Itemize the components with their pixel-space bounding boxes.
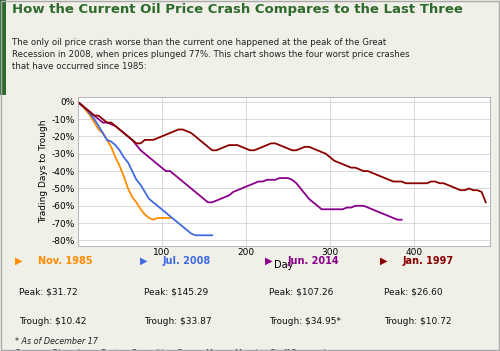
Text: The only oil price crash worse than the current one happened at the peak of the : The only oil price crash worse than the … [12, 38, 410, 71]
Text: ▶: ▶ [380, 256, 388, 266]
Text: Nov. 1985: Nov. 1985 [38, 256, 92, 266]
Text: Trough: $10.42: Trough: $10.42 [19, 317, 86, 326]
Text: How the Current Oil Price Crash Compares to the Last Three: How the Current Oil Price Crash Compares… [12, 3, 464, 16]
Text: * As of December 17: * As of December 17 [15, 337, 98, 346]
Text: Trough: $33.87: Trough: $33.87 [144, 317, 212, 326]
Text: Peak: $31.72: Peak: $31.72 [19, 288, 78, 297]
Text: Peak: $26.60: Peak: $26.60 [384, 288, 442, 297]
Text: ▶: ▶ [140, 256, 147, 266]
Text: Jun. 2014: Jun. 2014 [288, 256, 339, 266]
Text: Trough: $34.95*: Trough: $34.95* [269, 317, 341, 326]
Text: Jan. 1997: Jan. 1997 [402, 256, 454, 266]
Text: ▶: ▶ [15, 256, 22, 266]
Text: Sources: Bloomberg, Boston Consulting Group, Money Morning Staff Research: Sources: Bloomberg, Boston Consulting Gr… [15, 349, 328, 351]
Text: Trough: $10.72: Trough: $10.72 [384, 317, 452, 326]
X-axis label: Day: Day [274, 260, 293, 270]
Text: Peak: $107.26: Peak: $107.26 [269, 288, 334, 297]
Bar [0, 0, 6, 95]
Text: Jul. 2008: Jul. 2008 [162, 256, 211, 266]
Text: ▶: ▶ [265, 256, 272, 266]
Text: Peak: $145.29: Peak: $145.29 [144, 288, 208, 297]
Y-axis label: Trading Days to Trough: Trading Days to Trough [40, 119, 48, 223]
